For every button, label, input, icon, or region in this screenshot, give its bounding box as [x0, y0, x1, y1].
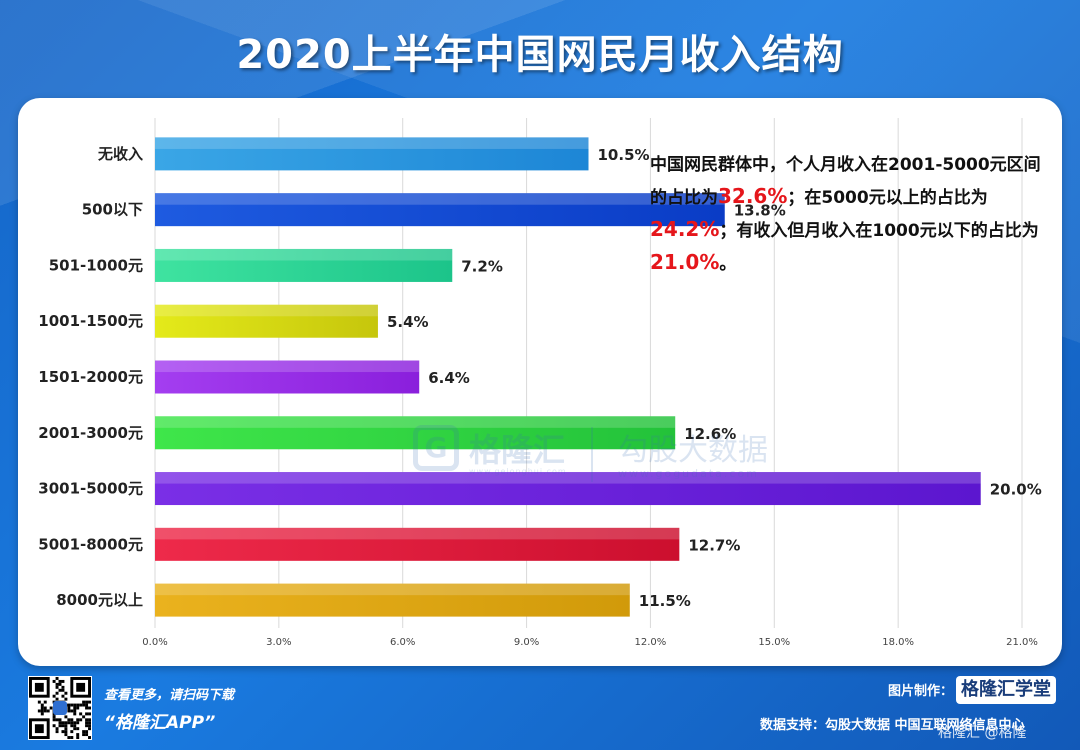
category-label: 5001-8000元 — [38, 535, 143, 553]
bar — [155, 248, 453, 282]
bar — [155, 360, 420, 394]
annotation-highlight-2: 24.2% — [650, 217, 720, 241]
bar-highlight — [155, 416, 676, 428]
bar-highlight — [155, 360, 420, 373]
footer-made-by-badge: 格隆汇学堂 — [956, 676, 1056, 704]
x-tick-label: 12.0% — [635, 637, 667, 648]
footer-data-support: 数据支持：勾股大数据 中国互联网络信息中心 — [760, 718, 1025, 733]
corner-watermark: 格隆汇 @格隆 — [938, 725, 1027, 741]
bar — [155, 472, 981, 506]
x-tick-label: 9.0% — [514, 637, 539, 648]
value-label: 6.4% — [428, 369, 470, 387]
footer-app-name: “格隆汇APP” — [104, 713, 216, 733]
chart-labels: 0.0% 3.0% 6.0% 9.0% 12.0% 15.0% 18.0% 21.0% 无收入 1… — [38, 145, 1041, 648]
value-label: 20.0% — [990, 481, 1042, 499]
footer-scan-text: 查看更多，请扫码下载 — [104, 688, 235, 703]
annotation-text-4: 。 — [719, 254, 737, 274]
category-label: 无收入 — [97, 145, 143, 163]
annotation-text-1: 中国网民群体中，个人月收入在2001-5000元区间的占比为 — [650, 155, 1041, 208]
chart-annotation: 中国网民群体中，个人月收入在2001-5000元区间的占比为32.6%；在500… — [650, 150, 1050, 280]
value-label: 5.4% — [387, 313, 429, 331]
page-title: 2020上半年中国网民月收入结构 — [236, 32, 844, 78]
x-tick-label: 15.0% — [758, 637, 790, 648]
qr-code-icon[interactable] — [28, 676, 92, 740]
value-label: 10.5% — [598, 146, 650, 164]
bar — [155, 304, 378, 338]
bar — [155, 583, 630, 617]
bar-chart: 0.0% 3.0% 6.0% 9.0% 12.0% 15.0% 18.0% 21.0% 无收入 1… — [38, 118, 1042, 648]
bar — [155, 193, 725, 227]
bar-highlight — [155, 193, 725, 205]
bar — [155, 527, 680, 561]
value-label: 12.6% — [684, 425, 736, 443]
bar-highlight — [155, 304, 378, 317]
category-label: 2001-3000元 — [38, 424, 143, 442]
category-label: 8000元以上 — [56, 591, 143, 609]
bar-highlight — [155, 248, 453, 261]
bar-highlight — [155, 527, 680, 540]
x-tick-label: 3.0% — [266, 637, 291, 648]
annotation-highlight-3: 21.0% — [650, 250, 720, 274]
x-tick-label: 21.0% — [1006, 637, 1038, 648]
category-label: 501-1000元 — [49, 256, 143, 274]
footer-made-by-label: 图片制作： — [888, 684, 954, 699]
value-label: 11.5% — [639, 592, 691, 610]
footer-app-promo: 查看更多，请扫码下载 “格隆汇APP” — [28, 676, 328, 740]
chart-panel: 0.0% 3.0% 6.0% 9.0% 12.0% 15.0% 18.0% 21.0% 无收入 1… — [18, 98, 1062, 666]
bar-highlight — [155, 472, 981, 484]
bar — [155, 137, 589, 171]
category-label: 500以下 — [82, 201, 143, 219]
value-label: 7.2% — [461, 257, 503, 275]
annotation-text-3: ；有收入但月收入在1000元以下的占比为 — [719, 221, 1039, 241]
bar-highlight — [155, 137, 589, 149]
x-tick-label: 0.0% — [142, 637, 167, 648]
category-label: 3001-5000元 — [38, 480, 143, 498]
value-label: 12.7% — [688, 536, 740, 554]
category-label: 1501-2000元 — [38, 368, 143, 386]
bar — [155, 416, 676, 450]
annotation-text-2: ；在5000元以上的占比为 — [787, 188, 988, 208]
bars — [155, 137, 981, 617]
category-label: 1001-1500元 — [38, 312, 143, 330]
x-tick-label: 18.0% — [882, 637, 914, 648]
x-tick-label: 6.0% — [390, 637, 415, 648]
value-label: 13.8% — [734, 202, 786, 220]
bar-highlight — [155, 583, 630, 596]
annotation-highlight-1: 32.6% — [718, 184, 788, 208]
